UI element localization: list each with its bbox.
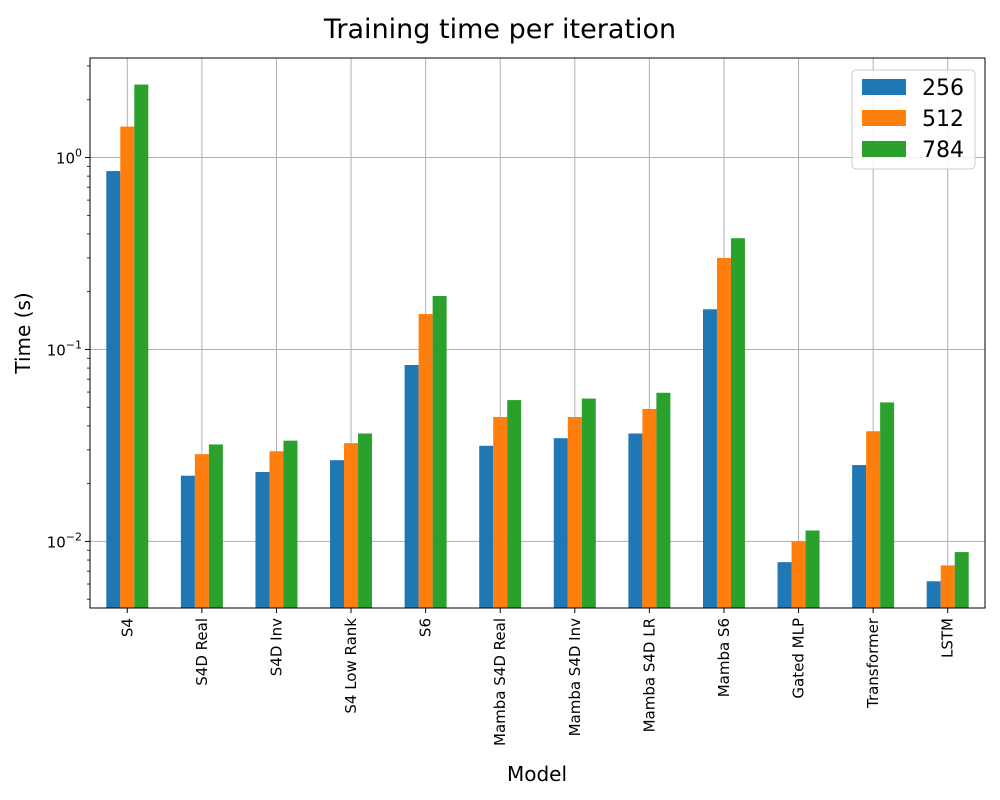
bar-512 — [493, 416, 508, 608]
bar-256 — [852, 465, 867, 608]
bar-784 — [358, 433, 373, 608]
legend-swatch — [862, 141, 906, 157]
bar-512 — [866, 431, 881, 608]
bar-512 — [418, 314, 433, 608]
bar-256 — [777, 562, 792, 608]
bar-256 — [479, 445, 494, 608]
bar-512 — [791, 541, 806, 608]
x-tick-label: S4 Low Rank — [342, 618, 360, 714]
bar-784 — [805, 530, 820, 608]
x-tick-label: Gated MLP — [790, 618, 808, 699]
x-tick-label: S4 — [118, 618, 136, 637]
chart-title: Training time per iteration — [323, 14, 676, 45]
bar-256 — [628, 433, 643, 608]
x-tick-label: Mamba S4D Inv — [566, 618, 584, 737]
bar-512 — [344, 443, 359, 608]
bar-784 — [283, 440, 298, 608]
x-tick-label: Mamba S4D Real — [491, 618, 509, 746]
x-tick-label: Mamba S6 — [715, 618, 733, 697]
x-tick-label: S4D Inv — [267, 618, 285, 676]
bar-512 — [269, 451, 284, 608]
bar-256 — [553, 438, 568, 608]
y-axis-title: Time (s) — [11, 292, 35, 374]
legend-swatch — [862, 110, 906, 126]
bar-784 — [581, 398, 596, 608]
bar-256 — [255, 471, 270, 608]
bar-256 — [926, 581, 941, 608]
y-tick-label: 10−2 — [47, 530, 82, 551]
x-tick-labels: S4 S4D Real S4D Inv S4 Low Rank S6 Mamba S4D … — [118, 608, 957, 746]
legend: 256 512 784 — [851, 69, 976, 170]
plot-frame — [89, 57, 986, 609]
bar-784 — [432, 295, 447, 608]
bar-512 — [642, 408, 657, 608]
y-tick-label: 100 — [56, 147, 82, 168]
bar-256 — [702, 309, 717, 608]
x-tick-label: Transformer — [864, 617, 882, 709]
y-tick-label: 10−1 — [47, 338, 82, 359]
bars — [106, 84, 969, 609]
bar-256 — [180, 475, 195, 608]
bar-512 — [120, 126, 135, 608]
x-axis-title: Model — [507, 762, 567, 786]
grid-lines — [90, 58, 985, 608]
bar-256 — [106, 171, 121, 609]
bar-512 — [194, 454, 209, 608]
x-tick-label: Mamba S4D LR — [640, 618, 658, 732]
bar-784 — [730, 238, 745, 609]
legend-label: 512 — [922, 107, 964, 132]
legend-label: 784 — [922, 138, 964, 163]
legend-label: 256 — [922, 76, 964, 101]
bar-784 — [208, 444, 223, 608]
bar-256 — [330, 460, 345, 608]
bar-784 — [507, 400, 522, 608]
legend-swatch — [862, 79, 906, 95]
x-tick-label: S6 — [417, 618, 435, 637]
bar-784 — [880, 402, 895, 608]
y-tick-labels: 10−2 10−1 100 — [47, 65, 90, 600]
bar-512 — [940, 565, 955, 608]
bar-784 — [954, 552, 969, 608]
bar-512 — [567, 416, 582, 608]
x-tick-label: S4D Real — [193, 618, 211, 686]
bar-256 — [404, 365, 419, 608]
bar-784 — [134, 84, 149, 608]
bar-512 — [716, 257, 731, 608]
x-tick-label: LSTM — [939, 618, 957, 658]
bar-784 — [656, 392, 671, 608]
